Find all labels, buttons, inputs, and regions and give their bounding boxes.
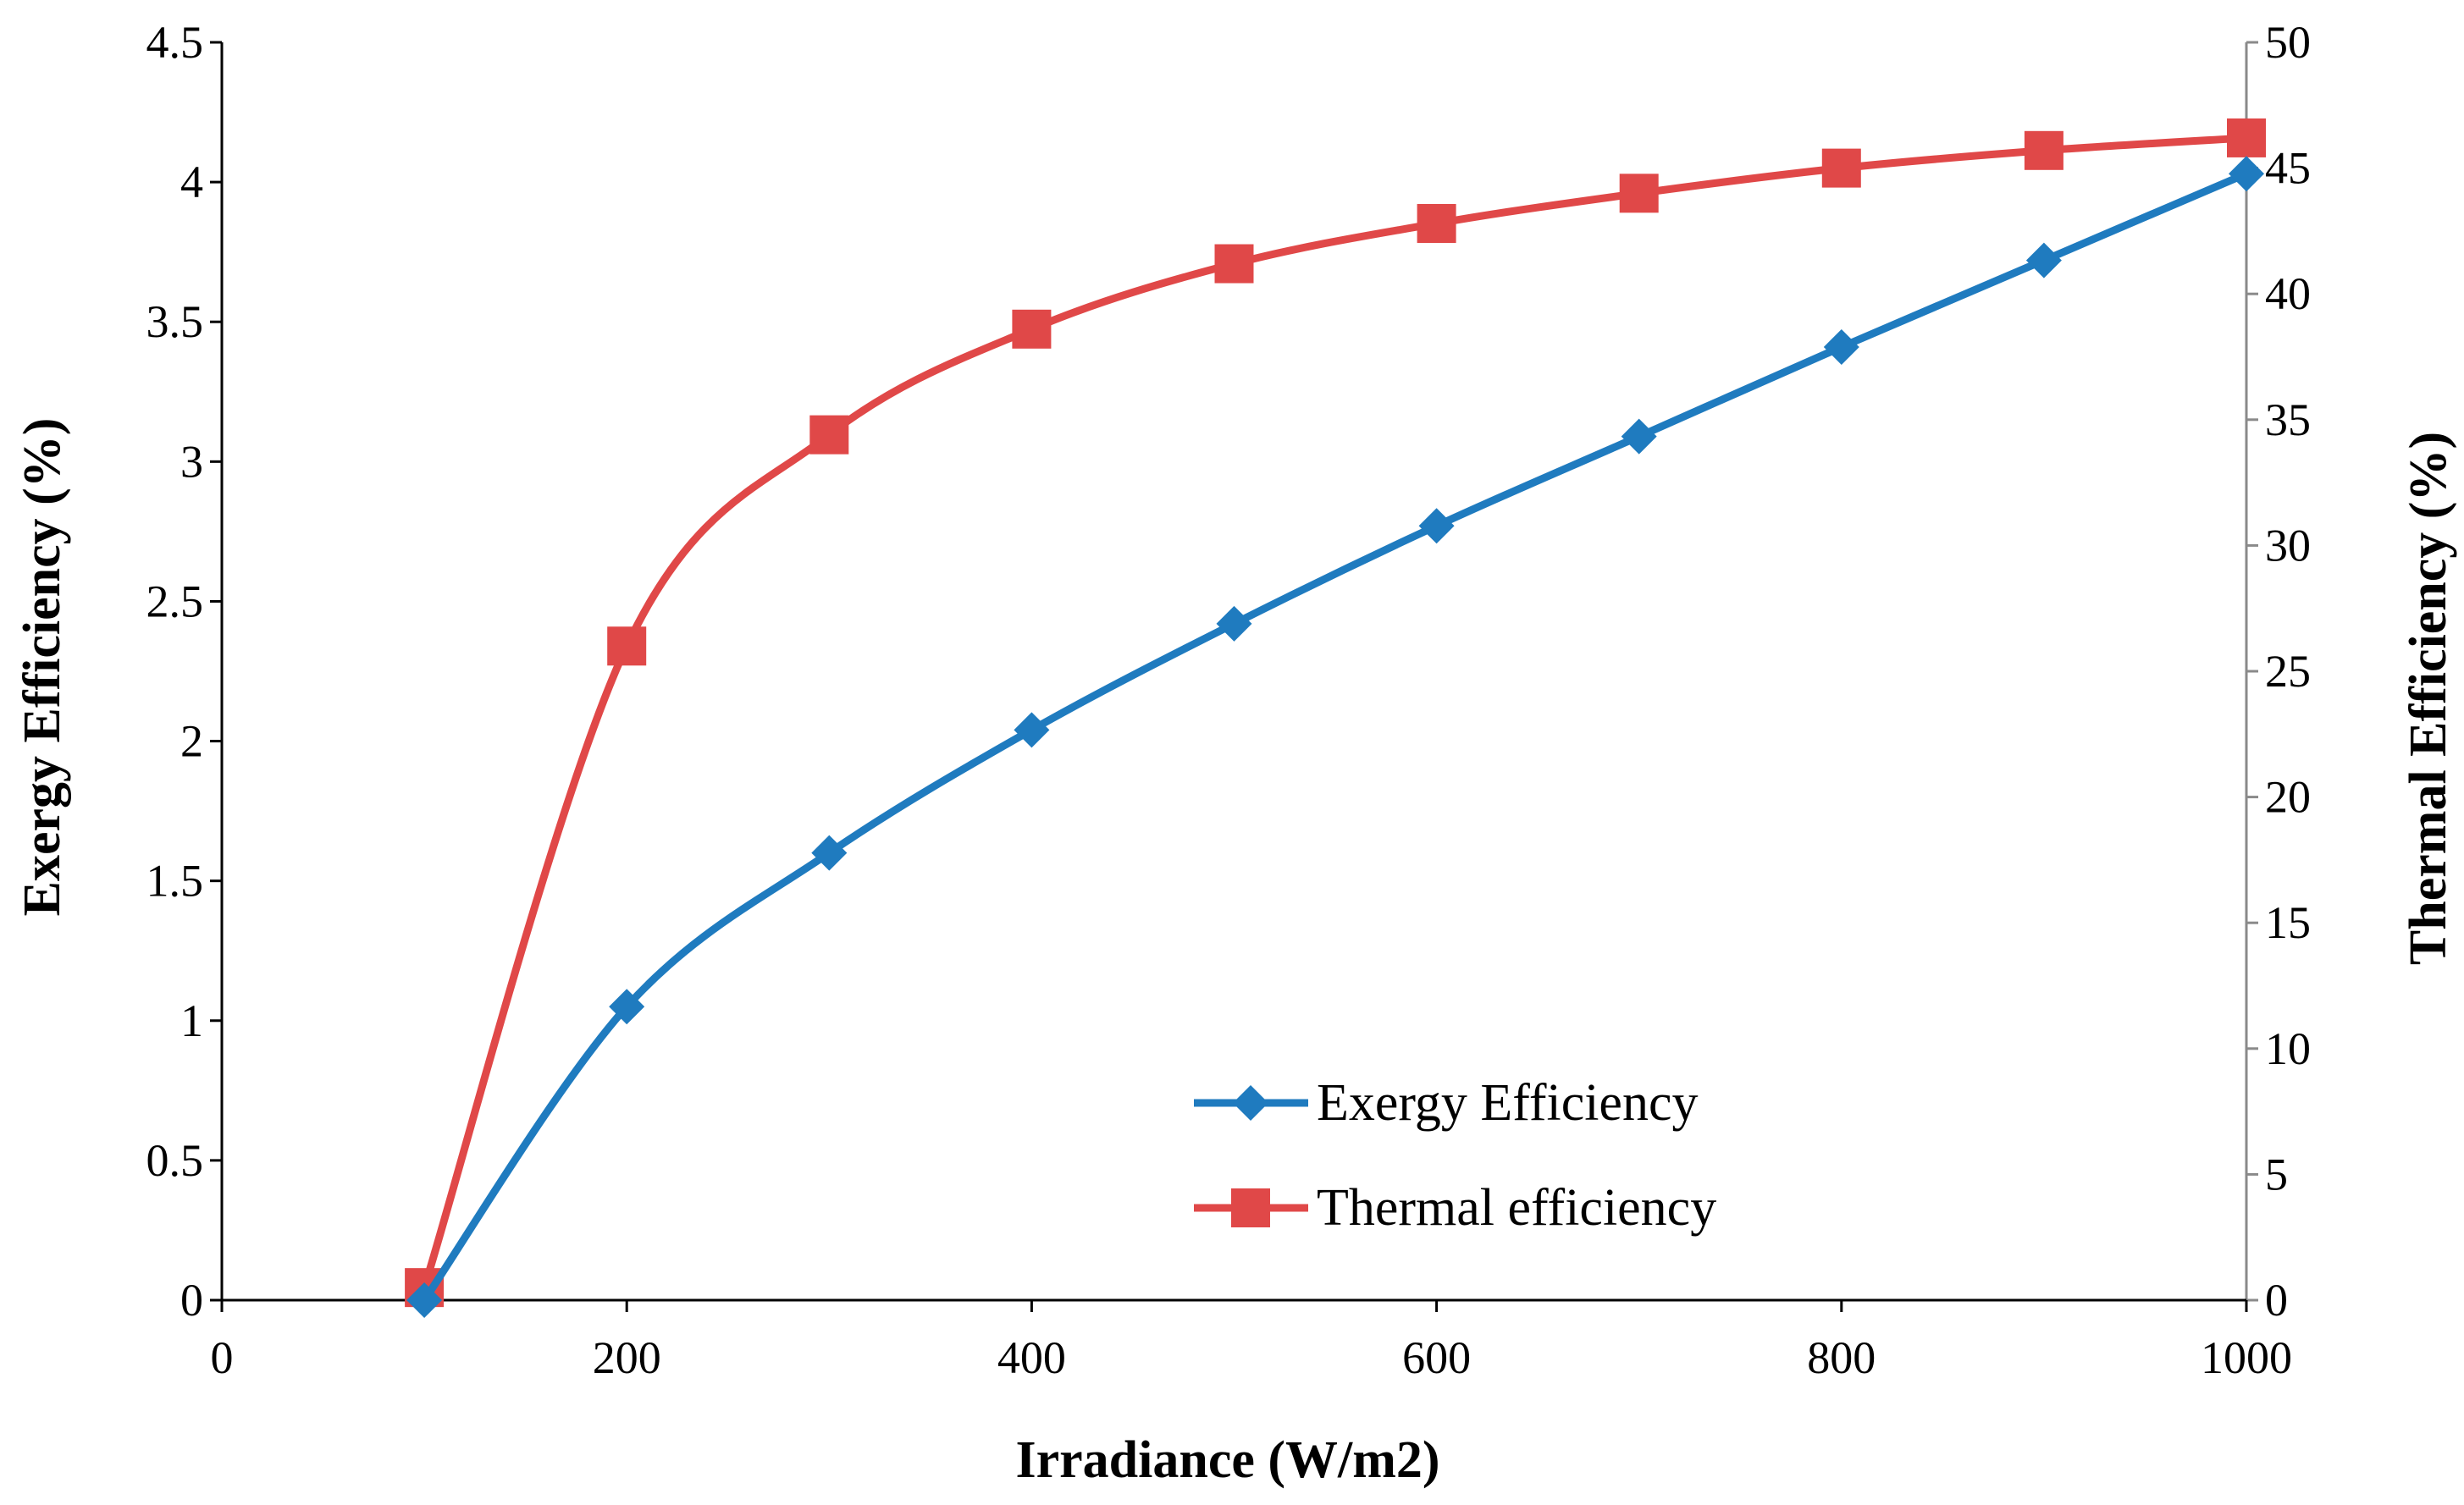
legend-label-thermal: Thermal efficiency <box>1317 1179 1716 1237</box>
exergy-data-point <box>1014 712 1050 748</box>
x-tick-label: 400 <box>997 1332 1066 1383</box>
right-y-tick-label: 40 <box>2265 268 2311 319</box>
legend-label-exergy: Exergy Efficiency <box>1317 1074 1698 1132</box>
left-y-tick-label: 4 <box>180 157 203 207</box>
thermal-data-point <box>1417 203 1456 243</box>
left-y-tick-label: 1.5 <box>146 856 204 907</box>
exergy-series-line <box>421 170 2248 1303</box>
x-tick-label: 200 <box>593 1332 661 1383</box>
left-y-tick-label: 0 <box>180 1275 203 1326</box>
thermal-data-point <box>607 626 647 666</box>
x-axis-title: Irradiance (W/m2) <box>1015 1431 1439 1489</box>
x-tick-label: 600 <box>1402 1332 1471 1383</box>
right-y-tick-label: 35 <box>2265 394 2311 445</box>
thermal-data-point <box>1012 309 1052 349</box>
right-y-tick-label: 25 <box>2265 646 2311 697</box>
right-y-tick-label: 20 <box>2265 772 2311 823</box>
axes <box>220 42 2248 1302</box>
exergy-data-point <box>609 989 645 1025</box>
exergy-data-point <box>1418 508 1455 544</box>
left-y-tick-label: 2 <box>180 716 203 767</box>
exergy-data-point <box>811 835 848 871</box>
left-y-ticks: 0 0.5 1 1.5 2 2.5 3 3.5 4 4.5 <box>146 17 222 1326</box>
x-ticks: 0 200 400 600 800 1000 <box>211 1300 2292 1383</box>
exergy-data-point <box>406 1282 443 1318</box>
right-y-tick-label: 15 <box>2265 897 2311 948</box>
exergy-series <box>406 156 2264 1318</box>
right-y-tick-label: 50 <box>2265 17 2311 68</box>
left-y-tick-label: 3.5 <box>146 296 204 347</box>
right-y-ticks: 0 5 10 15 20 25 30 35 40 45 50 <box>2246 17 2311 1326</box>
thermal-data-point <box>1214 244 1254 284</box>
right-y-tick-label: 45 <box>2265 143 2311 194</box>
series-layer <box>405 118 2266 1318</box>
right-y-tick-label: 30 <box>2265 520 2311 571</box>
legend-marker-exergy <box>1233 1085 1268 1121</box>
left-y-axis-title: Exergy Efficiency (%) <box>14 418 71 917</box>
legend: Exergy Efficiency Thermal efficiency <box>1194 1074 1716 1237</box>
thermal-data-point <box>809 415 849 455</box>
exergy-data-point <box>2229 156 2264 192</box>
right-y-axis-title: Thermal Efficiency (%) <box>2400 432 2457 965</box>
left-y-tick-label: 3 <box>180 436 203 487</box>
thermal-data-point <box>2024 130 2063 170</box>
legend-marker-thermal <box>1231 1188 1270 1227</box>
exergy-data-point <box>1621 418 1657 455</box>
x-tick-label: 800 <box>1807 1332 1876 1383</box>
thermal-data-point <box>1619 174 1659 213</box>
thermal-data-point <box>1821 148 1861 188</box>
left-y-tick-label: 1 <box>180 995 203 1046</box>
left-y-tick-label: 0.5 <box>146 1135 204 1186</box>
exergy-data-point <box>2025 242 2062 278</box>
exergy-data-point <box>1216 605 1252 642</box>
thermal-series <box>405 118 2266 1308</box>
left-y-tick-label: 2.5 <box>146 576 204 626</box>
x-tick-label: 1000 <box>2201 1332 2292 1383</box>
right-y-tick-label: 5 <box>2265 1149 2288 1199</box>
right-y-tick-label: 0 <box>2265 1275 2288 1326</box>
right-y-tick-label: 10 <box>2265 1023 2311 1074</box>
thermal-data-point <box>2227 118 2266 157</box>
exergy-data-point <box>1823 328 1859 365</box>
left-y-tick-label: 4.5 <box>146 17 204 68</box>
x-tick-label: 0 <box>211 1332 234 1383</box>
